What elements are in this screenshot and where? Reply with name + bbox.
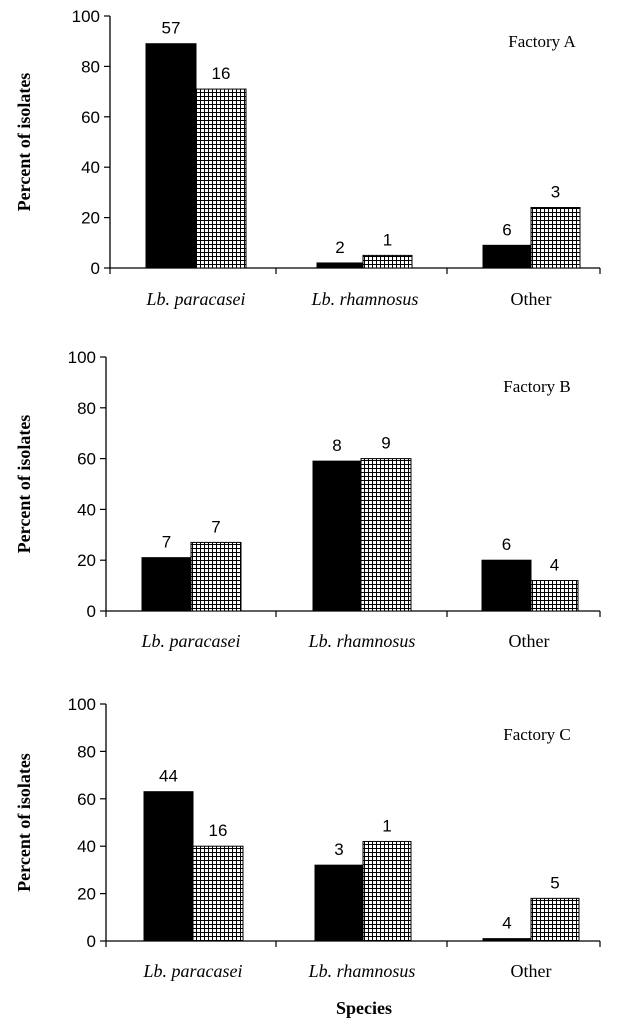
bar-hatched [530, 897, 580, 942]
category-label: Other [511, 961, 552, 981]
bar-count-label: 1 [382, 816, 391, 835]
bar-hatched [362, 254, 413, 269]
bar-hatched [360, 458, 412, 612]
panel-title: Factory B [503, 377, 571, 396]
bar-count-label: 57 [162, 19, 181, 38]
bar-count-label: 6 [502, 535, 511, 554]
bar-count-label: 3 [334, 840, 343, 859]
bar-count-label: 16 [212, 64, 231, 83]
bar-hatched [530, 580, 579, 612]
bar-solid [312, 460, 362, 612]
x-axis-label: Species [336, 998, 392, 1018]
y-tick-label: 100 [72, 7, 100, 26]
category-label: Lb. paracasei [141, 631, 241, 651]
y-tick-label: 60 [81, 108, 100, 127]
bar-count-label: 4 [550, 556, 559, 575]
bar-solid [145, 43, 197, 269]
y-tick-label: 40 [81, 158, 100, 177]
bar-count-label: 6 [502, 220, 511, 239]
bar-count-label: 7 [211, 517, 220, 536]
bar-count-label: 4 [502, 914, 511, 933]
bar-solid [316, 262, 364, 269]
y-tick-label: 40 [77, 500, 96, 519]
y-tick-label: 0 [87, 932, 96, 951]
bar-count-label: 3 [551, 183, 560, 202]
y-axis-label: Percent of isolates [14, 73, 34, 212]
y-tick-label: 20 [77, 551, 96, 570]
bar-hatched [190, 541, 242, 612]
y-tick-label: 100 [68, 695, 96, 714]
y-tick-label: 60 [77, 790, 96, 809]
bar-count-label: 1 [383, 230, 392, 249]
category-label: Lb. rhamnosus [308, 631, 416, 651]
y-tick-label: 0 [87, 602, 96, 621]
y-tick-label: 80 [81, 57, 100, 76]
bar-hatched [195, 88, 247, 269]
category-label: Other [511, 289, 552, 309]
y-tick-label: 40 [77, 837, 96, 856]
category-label: Lb. paracasei [143, 961, 243, 981]
y-tick-label: 100 [68, 348, 96, 367]
y-tick-label: 0 [91, 259, 100, 278]
bar-solid [141, 557, 192, 612]
y-tick-label: 20 [77, 885, 96, 904]
y-tick-label: 80 [77, 399, 96, 418]
bar-count-label: 5 [550, 873, 559, 892]
y-tick-label: 20 [81, 209, 100, 228]
bar-solid [482, 244, 532, 269]
y-axis-label: Percent of isolates [14, 753, 34, 892]
bar-solid [314, 864, 364, 942]
bar-count-label: 8 [332, 436, 341, 455]
bar-solid [143, 791, 194, 942]
bar-hatched [192, 845, 244, 942]
bar-solid [482, 938, 532, 942]
category-label: Other [509, 631, 550, 651]
bar-count-label: 2 [335, 238, 344, 257]
bar-hatched [530, 207, 581, 269]
bar-count-label: 16 [209, 821, 228, 840]
bar-solid [481, 559, 532, 612]
category-label: Lb. rhamnosus [308, 961, 416, 981]
bar-hatched [362, 840, 412, 942]
panel-title: Factory A [508, 32, 576, 51]
bar-count-label: 7 [162, 533, 171, 552]
category-label: Lb. paracasei [146, 289, 246, 309]
y-axis-label: Percent of isolates [14, 415, 34, 554]
category-label: Lb. rhamnosus [311, 289, 419, 309]
y-tick-label: 60 [77, 450, 96, 469]
bar-count-label: 9 [381, 434, 390, 453]
y-tick-label: 80 [77, 742, 96, 761]
bar-count-label: 44 [159, 767, 178, 786]
panel-title: Factory C [503, 725, 571, 744]
